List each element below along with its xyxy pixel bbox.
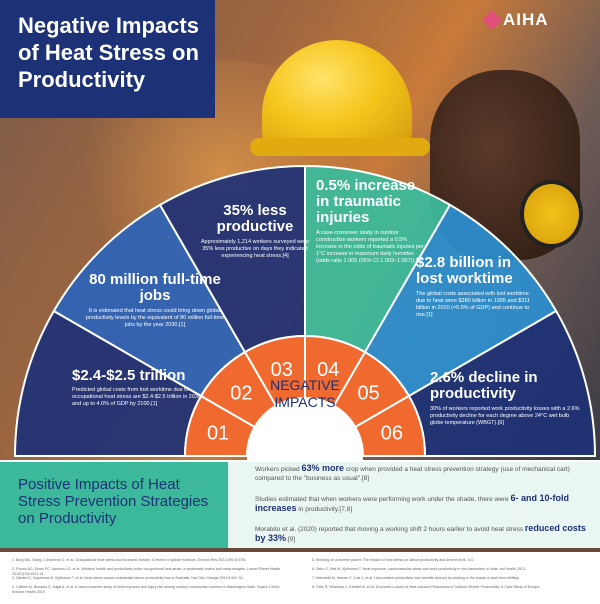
positive-impacts-title: Positive Impacts of Heat Stress Preventi… (18, 476, 209, 527)
segment-03: 35% less productive Approximately 1,214 … (200, 203, 310, 260)
positive-stat-1: Workers picked 63% more crop when provid… (255, 464, 590, 483)
reference-1: 1. Borg MA, Xiang J, Anikeeva O, et al. … (12, 558, 247, 562)
stat-3-post: .[9] (286, 536, 296, 543)
center-circle (247, 398, 363, 460)
center-label-line2: IMPACTS (274, 394, 335, 410)
segment-number-05: 05 (358, 382, 380, 404)
segment-02: 80 million full-time jobs It is estimate… (85, 272, 225, 329)
segment-number-06: 06 (381, 423, 403, 445)
reference-2: 2. Flouris AD, Dinas PC, Ioannou LG, et … (12, 567, 281, 576)
center-label-line1: NEGATIVE (270, 377, 340, 393)
aiha-logo: AIHA (482, 10, 549, 30)
segment-02-heading: 80 million full-time jobs (89, 271, 221, 304)
segment-06-text: 30% of workers reported work productivit… (430, 406, 580, 426)
reference-5: 5. Working on a warmer planet: The impac… (312, 558, 475, 562)
stat-1-highlight: 63% more (301, 463, 345, 473)
segment-05: $2.8 billion in lost worktime The global… (416, 255, 531, 319)
stat-2-highlight: 6- and 10-fold increases (255, 493, 569, 513)
stat-1-pre: Workers picked (255, 466, 302, 473)
segment-03-text: Approximately 1,214 workers surveyed wer… (200, 239, 310, 259)
reference-4: 4. Calkins M, Bonauto D, Hajat A, et al.… (12, 585, 280, 594)
references: 1. Borg MA, Xiang J, Anikeeva O, et al. … (0, 552, 600, 604)
stat-2-pre: Studies estimated that when workers were… (255, 496, 511, 503)
segment-01-heading: $2.4-$2.5 trillion (72, 367, 186, 384)
positive-stat-3: Morabito et al. (2020) reported that mov… (255, 524, 590, 544)
segment-number-04: 04 (317, 359, 339, 381)
positive-stat-2: Studies estimated that when workers were… (255, 494, 590, 514)
segment-04-heading: 0.5% increase in traumatic injuries (316, 177, 416, 226)
hard-hat-brim (250, 138, 430, 156)
segment-05-text: The global costs associated with lost wo… (416, 291, 530, 318)
ear-protector-icon (520, 180, 583, 248)
segment-04: 0.5% increase in traumatic injuries A ca… (316, 178, 426, 265)
title-banner: Negative Impacts of Heat Stress on Produ… (0, 0, 215, 118)
stat-3-highlight: reduced costs by 33% (255, 523, 586, 543)
segment-number-03: 03 (271, 359, 293, 381)
segment-03-heading: 35% less productive (216, 202, 294, 235)
segment-02-text: It is estimated that heat stress could b… (85, 308, 225, 328)
positive-impacts-title-box (0, 462, 228, 548)
segment-06: 2.6% decline in productivity 30% of work… (430, 370, 580, 427)
reference-7: 7. Marchetti M, Haman F, Cole J, et al. … (312, 576, 520, 580)
positive-stats-band (228, 462, 600, 548)
segment-number-02: 02 (230, 382, 252, 404)
segment-05-heading: $2.8 billion in lost worktime (416, 254, 513, 287)
stat-3-pre: Morabito et al. (2020) reported that mov… (255, 526, 525, 533)
segment-01-text: Predicted global costs from lost worktim… (72, 387, 202, 407)
segment-number-01: 01 (207, 423, 229, 445)
reference-6: 6. Sahu S, Sett M, Kjellstrom T. Heat ex… (312, 567, 526, 571)
page-title: Negative Impacts of Heat Stress on Produ… (18, 13, 199, 92)
reference-3: 3. Zander K, Opperman E, Kjellstrom T, e… (12, 576, 244, 580)
reference-8: 8. Ortiz R, Villalobos J, Kahdeh A, et a… (312, 585, 541, 589)
segment-01: $2.4-$2.5 trillion Predicted global cost… (72, 368, 207, 408)
logo-text: AIHA (503, 10, 549, 29)
segment-04-text: A case-crossover study in outdoor constr… (316, 230, 424, 264)
stat-1-post: crop when provided a heat stress prevent… (255, 466, 570, 482)
segment-06-heading: 2.6% decline in productivity (430, 369, 538, 402)
hard-hat-icon (262, 40, 412, 150)
stat-2-post: in productivity.[7,8] (296, 506, 353, 513)
